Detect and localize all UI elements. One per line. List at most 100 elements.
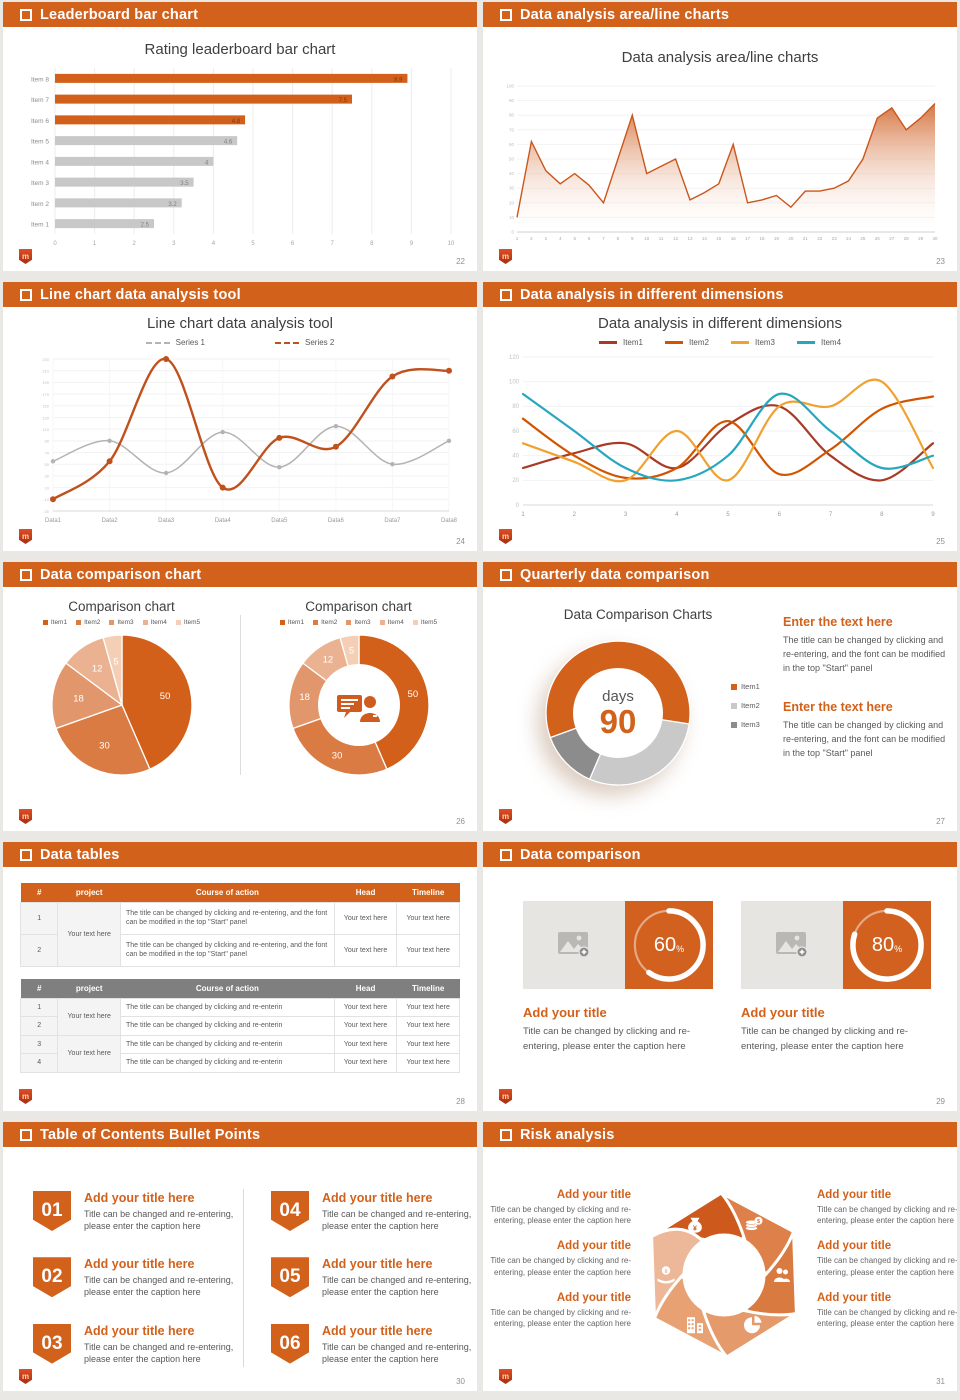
table-cell: Your text here [333, 902, 398, 935]
toc-heading: Add your title here [322, 1323, 433, 1338]
legend-swatch-icon [731, 721, 737, 728]
text-el: 5 [726, 512, 730, 518]
bar-chart: 0 1 2 3 4 5 6 7 8 9 10 Item 8 8.9 Item 7 7.5 Item 6 4.8 I… [31, 68, 455, 247]
square-bullet-icon [500, 568, 512, 581]
path-el [101, 634, 123, 706]
page-number: 28 [456, 1097, 465, 1106]
circle-el [332, 443, 339, 450]
legend-label: Item1 [741, 682, 760, 691]
brand-logo-icon: m [19, 529, 32, 544]
table-row: 2 The title can be changed by clicking an… [19, 933, 460, 967]
text-el: 50 [159, 691, 170, 702]
text-el: 40 [509, 171, 515, 176]
number-badge: 04 [271, 1191, 309, 1231]
slide-body: Data analysis area/line charts 0 10 20 30 40… [483, 27, 957, 271]
slide-26-data-comparison-chart[interactable]: Data comparison chart Comparison chart I… [0, 560, 480, 840]
column-header: Course of action [120, 883, 335, 903]
slide-31-risk-analysis[interactable]: Risk analysis Add your title Title can be… [480, 1120, 960, 1400]
legend-swatch-icon [142, 620, 148, 625]
circle-el [446, 438, 452, 443]
text-el: 1 [521, 512, 525, 518]
donut-center-label: days 90 [538, 633, 698, 793]
table-cell: 4 [19, 1053, 59, 1073]
text-el: Item 2 [31, 201, 49, 208]
slide-25-dimensions-line-chart[interactable]: Data analysis in different dimensions Da… [480, 280, 960, 560]
text-el: 20 [788, 236, 794, 241]
table-cell: Your text here [57, 1034, 121, 1073]
slide-24-line-chart-tool[interactable]: Line chart data analysis tool Line chart… [0, 280, 480, 560]
text-el: 110 [43, 427, 50, 432]
risk-text-block: Add your title Title can be changed by cl… [817, 1189, 957, 1226]
block-body: Title can be changed by clicking and re-… [490, 1205, 631, 1226]
percent-sign: % [894, 943, 903, 954]
slide-27-quarterly-data-comparison[interactable]: Quarterly data comparison Data Compariso… [480, 560, 960, 840]
slide-23-area-line-charts[interactable]: Data analysis area/line charts Data anal… [480, 0, 960, 280]
text-el: 22 [817, 236, 823, 241]
slide-body: 60 % Add your title Title can be changed… [483, 867, 957, 1111]
rect-el [340, 698, 358, 701]
text-el: 7 [602, 236, 605, 241]
card-heading: Add your title [741, 1005, 825, 1020]
table-cell: Your text here [333, 997, 398, 1018]
brand-logo-icon: m [19, 809, 32, 824]
text-el: 29 [918, 236, 924, 241]
text-el: 18 [759, 236, 765, 241]
number-badge: 06 [271, 1323, 309, 1364]
block-body: Title can be changed by clicking and re-… [817, 1256, 957, 1277]
slide-body: Data analysis in different dimensions It… [483, 307, 957, 551]
page-number: 23 [936, 257, 945, 266]
text-el: 4 [212, 241, 216, 247]
legend-item: Item1 [42, 619, 67, 626]
text-el: 1 [93, 241, 97, 247]
slide-28-data-tables[interactable]: Data tables # project Course of action Head… [0, 840, 480, 1120]
circle-el [163, 470, 169, 476]
square-bullet-icon [500, 288, 512, 301]
toc-body: Title can be changed and re-entering, pl… [84, 1275, 234, 1298]
legend-swatch-icon [346, 620, 352, 625]
legend-item: Item2 [76, 619, 100, 626]
slide-30-table-of-contents[interactable]: Table of Contents Bullet Points 01 Add yo… [0, 1120, 480, 1400]
text-el: Data4 [215, 518, 232, 524]
square-bullet-icon [500, 1128, 512, 1141]
slide-header: Data tables [3, 842, 477, 867]
legend-swatch-icon [76, 620, 82, 625]
text-el: 210 [42, 368, 49, 373]
legend-item: Item3 [731, 338, 775, 347]
slide-header-title: Data comparison chart [40, 566, 202, 583]
rect-el [688, 1327, 691, 1330]
rect-el [372, 714, 377, 717]
text-el: 0 [511, 230, 514, 235]
brand-logo-icon: m [499, 1369, 512, 1384]
circle-el [573, 668, 663, 758]
toc-item: 01 Add your title here Title can be change… [33, 1191, 245, 1232]
column-header: Head [334, 883, 397, 903]
rect-el [583, 949, 585, 955]
chart-title: Line chart data analysis tool [147, 315, 333, 332]
center-days-label: days [602, 688, 634, 705]
slide-22-leaderboard-bar-chart[interactable]: Leaderboard bar chart Rating leaderboard… [0, 0, 480, 280]
donut-chart-panel: Comparison chart Item1 Item2 Item3 Item4 Ite… [240, 587, 477, 785]
block-heading: Enter the text here [783, 699, 893, 714]
table-row: 1 Your text here The title can be changed … [19, 902, 460, 967]
block-heading: Add your title [817, 1240, 892, 1253]
path-el [343, 711, 350, 718]
slide-29-data-comparison[interactable]: Data comparison [480, 840, 960, 1120]
chart-title: Data analysis area/line charts [621, 49, 819, 66]
path-el [744, 1317, 760, 1334]
div-el: 50 30 18 12 5 [284, 630, 434, 785]
legend-swatch-icon [42, 620, 48, 625]
circle-el [277, 465, 282, 470]
text-el: 2.5 [141, 223, 150, 229]
legend-label: Item5 [420, 619, 438, 626]
percent-number: 80 [871, 933, 895, 956]
circle-el [106, 458, 113, 465]
text-el: 3 [545, 236, 548, 241]
table-cell: Your text here [396, 902, 460, 935]
text-el: Item 8 [31, 76, 49, 83]
progress-value: 60 % [625, 901, 713, 989]
legend-swatch-icon [145, 341, 170, 344]
slide-header: Quarterly data comparison [483, 562, 957, 587]
slide: Data tables # project Course of action Head… [3, 842, 477, 1111]
rect-el [55, 94, 352, 104]
text-el: ¥ [693, 1225, 697, 1232]
